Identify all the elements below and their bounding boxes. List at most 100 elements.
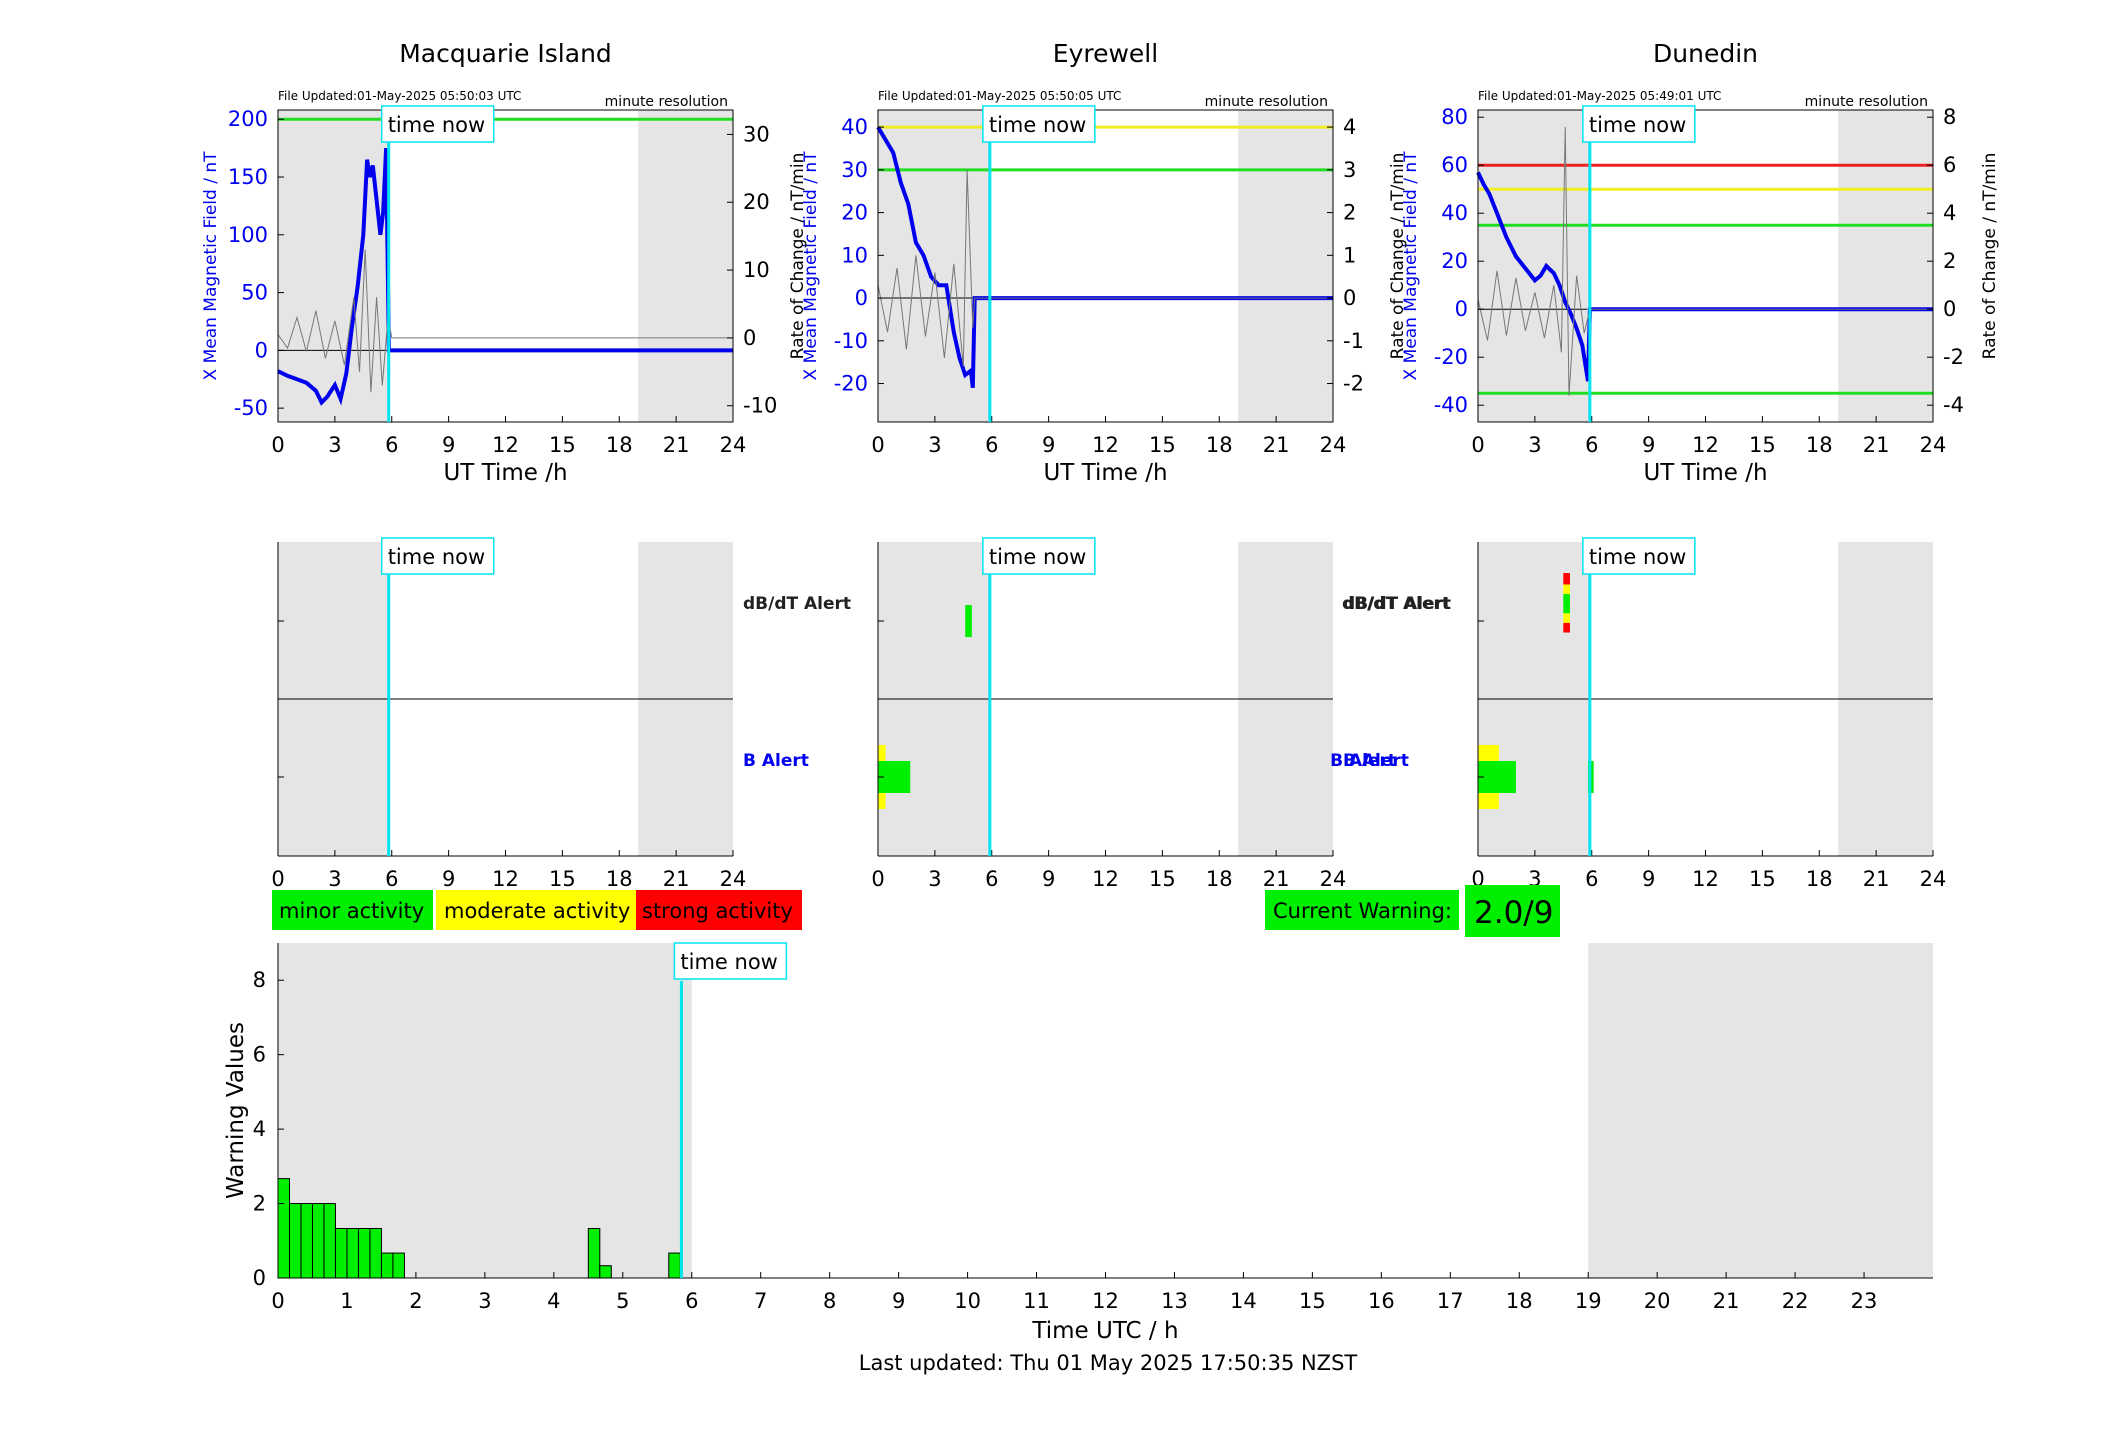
- x-axis-label: UT Time /h: [1643, 460, 1767, 486]
- y-right-tick-label: 1: [1343, 243, 1356, 267]
- b-alert-label: B Alert: [743, 751, 809, 771]
- y-right-tick-label: -2: [1943, 345, 1964, 369]
- x-tick-label: 21: [663, 433, 690, 457]
- resolution-label: minute resolution: [1205, 94, 1328, 110]
- alert-panel-0: 0 3 6 9 12 15 18 21 24 dB/dT Alert B Alert time now: [271, 537, 851, 891]
- rate-series-line: [877, 169, 1333, 367]
- time-now-box: [1582, 537, 1696, 575]
- x-tick-label: 18: [1506, 1289, 1533, 1313]
- x-tick-label: 9: [1642, 867, 1655, 891]
- y-right-tick-label: -10: [743, 394, 777, 418]
- y-right-tick-label: 2: [1343, 201, 1356, 225]
- night-shading: [1838, 110, 1933, 422]
- x-tick-label: 1: [340, 1289, 353, 1313]
- x-tick-label: 21: [1263, 433, 1290, 457]
- y-left-axis-label: X Mean Magnetic Field / nT: [201, 151, 221, 381]
- x-tick-label: 18: [1806, 433, 1833, 457]
- y-right-tick-label: 3: [1343, 158, 1356, 182]
- last-updated: Last updated: Thu 01 May 2025 17:50:35 N…: [859, 1351, 1358, 1375]
- x-tick-label: 6: [1585, 433, 1598, 457]
- activity-legend: minor activity moderate activity strong …: [272, 890, 802, 930]
- y-left-axis-label: X Mean Magnetic Field / nT: [801, 151, 821, 381]
- current-warning-value: 2.0/9: [1474, 895, 1553, 931]
- time-now-label: time now: [1589, 545, 1686, 569]
- time-now-label: time now: [989, 545, 1086, 569]
- current-warning-label: Current Warning:: [1273, 899, 1452, 923]
- x-tick-label: 18: [1806, 867, 1833, 891]
- x-tick-label: 24: [1320, 867, 1347, 891]
- station-panel-2: 0 3 6 9 12 15 18 21 24-40-20020406080-4-202468Du…: [1401, 39, 2000, 486]
- x-tick-label: 16: [1368, 1289, 1395, 1313]
- x-tick-label: 21: [1863, 433, 1890, 457]
- x-tick-label: 9: [1642, 433, 1655, 457]
- resolution-label: minute resolution: [605, 94, 728, 110]
- legend-minor-label: minor activity: [279, 899, 424, 923]
- x-tick-label: 3: [1528, 433, 1541, 457]
- y-tick-label: 8: [253, 968, 266, 992]
- alert-bar: [1563, 594, 1570, 614]
- warning-bar: [392, 1252, 405, 1279]
- current-warning-label-box: [1265, 890, 1459, 930]
- dbdt-alert-label: dB/dT Alert: [1342, 594, 1450, 614]
- y-right-tick-label: 8: [1943, 105, 1956, 129]
- y-axis-label: Warning Values: [223, 1022, 249, 1199]
- x-tick-label: 7: [754, 1289, 767, 1313]
- x-tick-label: 14: [1230, 1289, 1257, 1313]
- legend-strong-label: strong activity: [642, 899, 793, 923]
- rate-series-line: [277, 249, 733, 393]
- time-now-box: [380, 537, 495, 575]
- time-now-label: time now: [680, 950, 777, 974]
- y-left-tick-label: 40: [1441, 201, 1468, 225]
- time-now-label: time now: [388, 545, 485, 569]
- warning-bar: [380, 1252, 394, 1279]
- x-tick-label: 15: [1749, 867, 1776, 891]
- x-tick-label: 12: [1092, 867, 1119, 891]
- x-tick-label: 6: [385, 433, 398, 457]
- x-tick-label: 4: [547, 1289, 560, 1313]
- resolution-label: minute resolution: [1805, 94, 1928, 110]
- time-now-box: [982, 537, 1096, 575]
- x-tick-label: 12: [492, 433, 519, 457]
- x-tick-label: 12: [1692, 433, 1719, 457]
- x-tick-label: 21: [663, 867, 690, 891]
- y-right-tick-label: -4: [1943, 393, 1964, 417]
- warning-bar: [346, 1227, 359, 1279]
- x-tick-label: 21: [1713, 1289, 1740, 1313]
- y-right-tick-label: 0: [1343, 286, 1356, 310]
- x-axis-label: Time UTC / h: [1031, 1318, 1178, 1344]
- time-now-label: time now: [388, 113, 485, 137]
- x-tick-label: 6: [985, 867, 998, 891]
- x-tick-label: 19: [1575, 1289, 1602, 1313]
- warning-bar: [277, 1178, 290, 1279]
- x-tick-label: 3: [478, 1289, 491, 1313]
- night-shading: [638, 110, 733, 422]
- dbdt-alert-label: dB/dT Alert: [743, 594, 851, 614]
- x-tick-label: 11: [1023, 1289, 1050, 1313]
- y-right-tick-label: 4: [1343, 115, 1356, 139]
- x-tick-label: 17: [1437, 1289, 1464, 1313]
- x-tick-label: 12: [1092, 433, 1119, 457]
- y-left-tick-label: 10: [841, 243, 868, 267]
- y-tick-label: 2: [253, 1192, 266, 1216]
- time-now-label: time now: [989, 113, 1086, 137]
- y-left-tick-label: 0: [855, 286, 868, 310]
- warning-bar: [369, 1227, 382, 1279]
- station-panel-1: 0 3 6 9 12 15 18 21 24-20-10010203040-2-101234Ey…: [801, 39, 1408, 486]
- legend-moderate-label: moderate activity: [444, 899, 630, 923]
- y-left-tick-label: 80: [1441, 105, 1468, 129]
- legend-strong-swatch: [636, 890, 802, 930]
- b-alert-label: B Alert: [1330, 751, 1396, 771]
- x-tick-label: 18: [606, 433, 633, 457]
- x-axis-label: UT Time /h: [1043, 460, 1167, 486]
- time-now-label: time now: [1589, 113, 1686, 137]
- station-title: Macquarie Island: [399, 39, 612, 68]
- y-left-tick-label: -10: [834, 329, 868, 353]
- x-tick-label: 3: [928, 433, 941, 457]
- warning-bar: [599, 1265, 612, 1279]
- y-left-tick-label: 100: [228, 223, 268, 247]
- alert-bar: [965, 605, 972, 637]
- x-tick-label: 9: [442, 867, 455, 891]
- current-warning: Current Warning: 2.0/9: [1265, 885, 1560, 937]
- night-shading: [1588, 943, 1933, 1278]
